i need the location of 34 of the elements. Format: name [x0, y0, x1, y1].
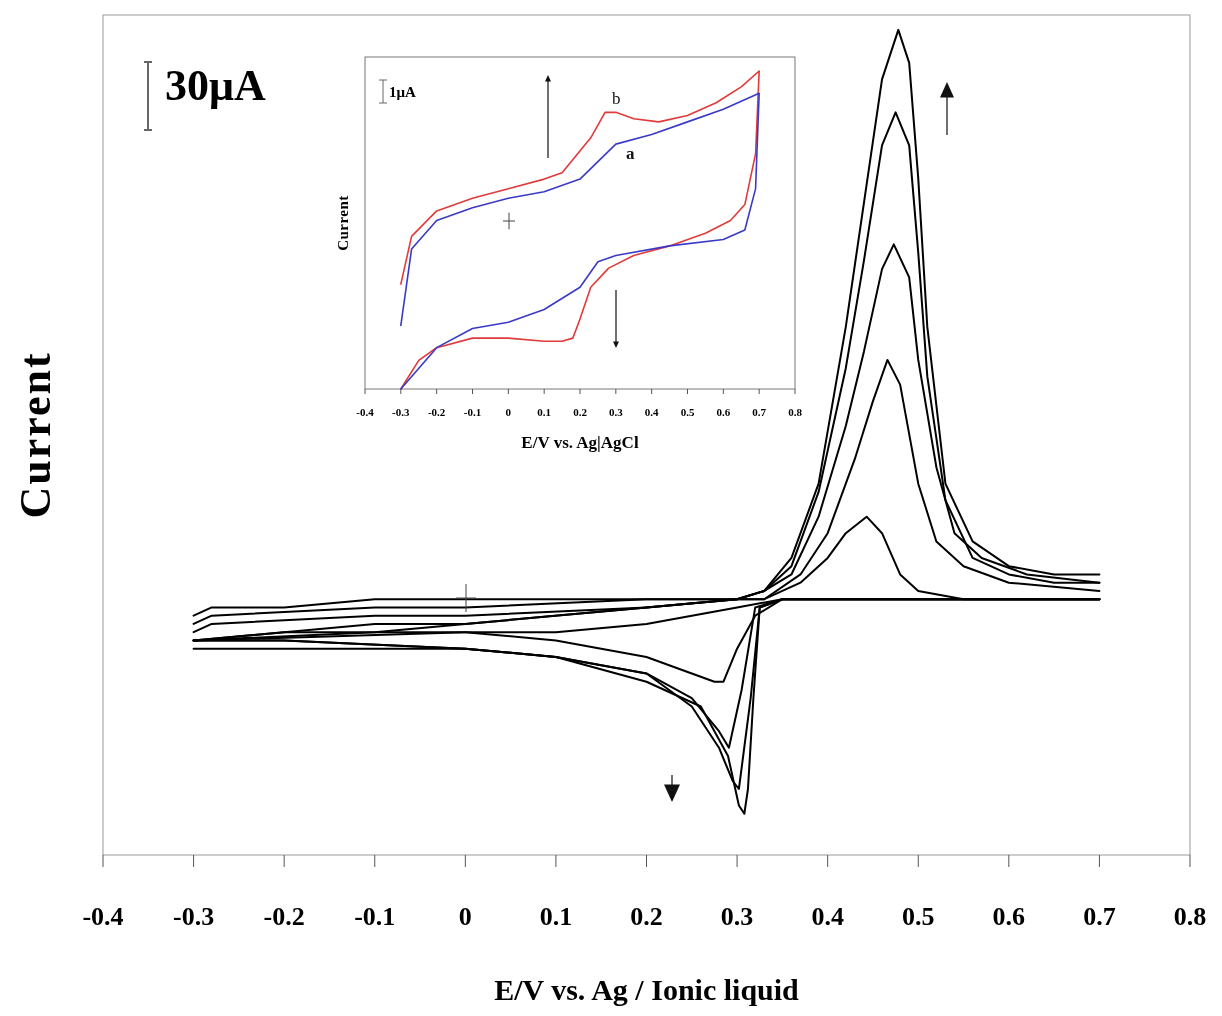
- x-tick-label: -0.1: [354, 902, 396, 931]
- x-tick-label: 0.3: [608, 406, 624, 418]
- x-tick-label: 0.1: [539, 902, 573, 931]
- x-tick-label: 0.8: [788, 406, 803, 418]
- x-tick-label: 0.4: [811, 902, 844, 931]
- x-tick-label: -0.4: [82, 902, 124, 931]
- x-tick-label: 0.4: [644, 406, 660, 418]
- x-tick-label: 0.5: [680, 406, 695, 418]
- x-tick-label: 0.7: [1083, 902, 1116, 931]
- x-tick-label: -0.2: [427, 406, 446, 418]
- x-tick-label: 0: [458, 902, 472, 931]
- annotation: 30μA: [165, 61, 266, 110]
- x-tick-label: -0.3: [173, 902, 215, 931]
- annotation: 1μA: [389, 84, 416, 100]
- x-tick-label: -0.1: [463, 406, 482, 418]
- x-tick-label: 0.3: [720, 902, 754, 931]
- series-label: a: [626, 144, 635, 163]
- x-tick-label: 0.5: [902, 902, 935, 931]
- x-tick-label: -0.4: [356, 406, 375, 418]
- x-tick-label: 0.1: [537, 406, 552, 418]
- y-axis-title: Current: [335, 195, 351, 251]
- x-tick-label: -0.3: [392, 406, 411, 418]
- x-tick-label: 0: [505, 406, 512, 418]
- series-label: b: [612, 89, 621, 108]
- y-axis-title: Current: [10, 351, 60, 519]
- x-axis-title: E/V vs. Ag / Ionic liquid: [494, 973, 800, 1006]
- x-tick-label: 0.8: [1173, 902, 1207, 931]
- x-tick-label: 0.6: [716, 406, 731, 418]
- x-tick-label: 0.6: [992, 902, 1026, 931]
- x-tick-label: 0.2: [630, 902, 663, 931]
- x-tick-label: 0.7: [752, 406, 767, 418]
- x-axis-title: E/V vs. Ag|AgCl: [521, 433, 639, 452]
- x-tick-label: -0.2: [263, 902, 305, 931]
- x-tick-label: 0.2: [573, 406, 588, 418]
